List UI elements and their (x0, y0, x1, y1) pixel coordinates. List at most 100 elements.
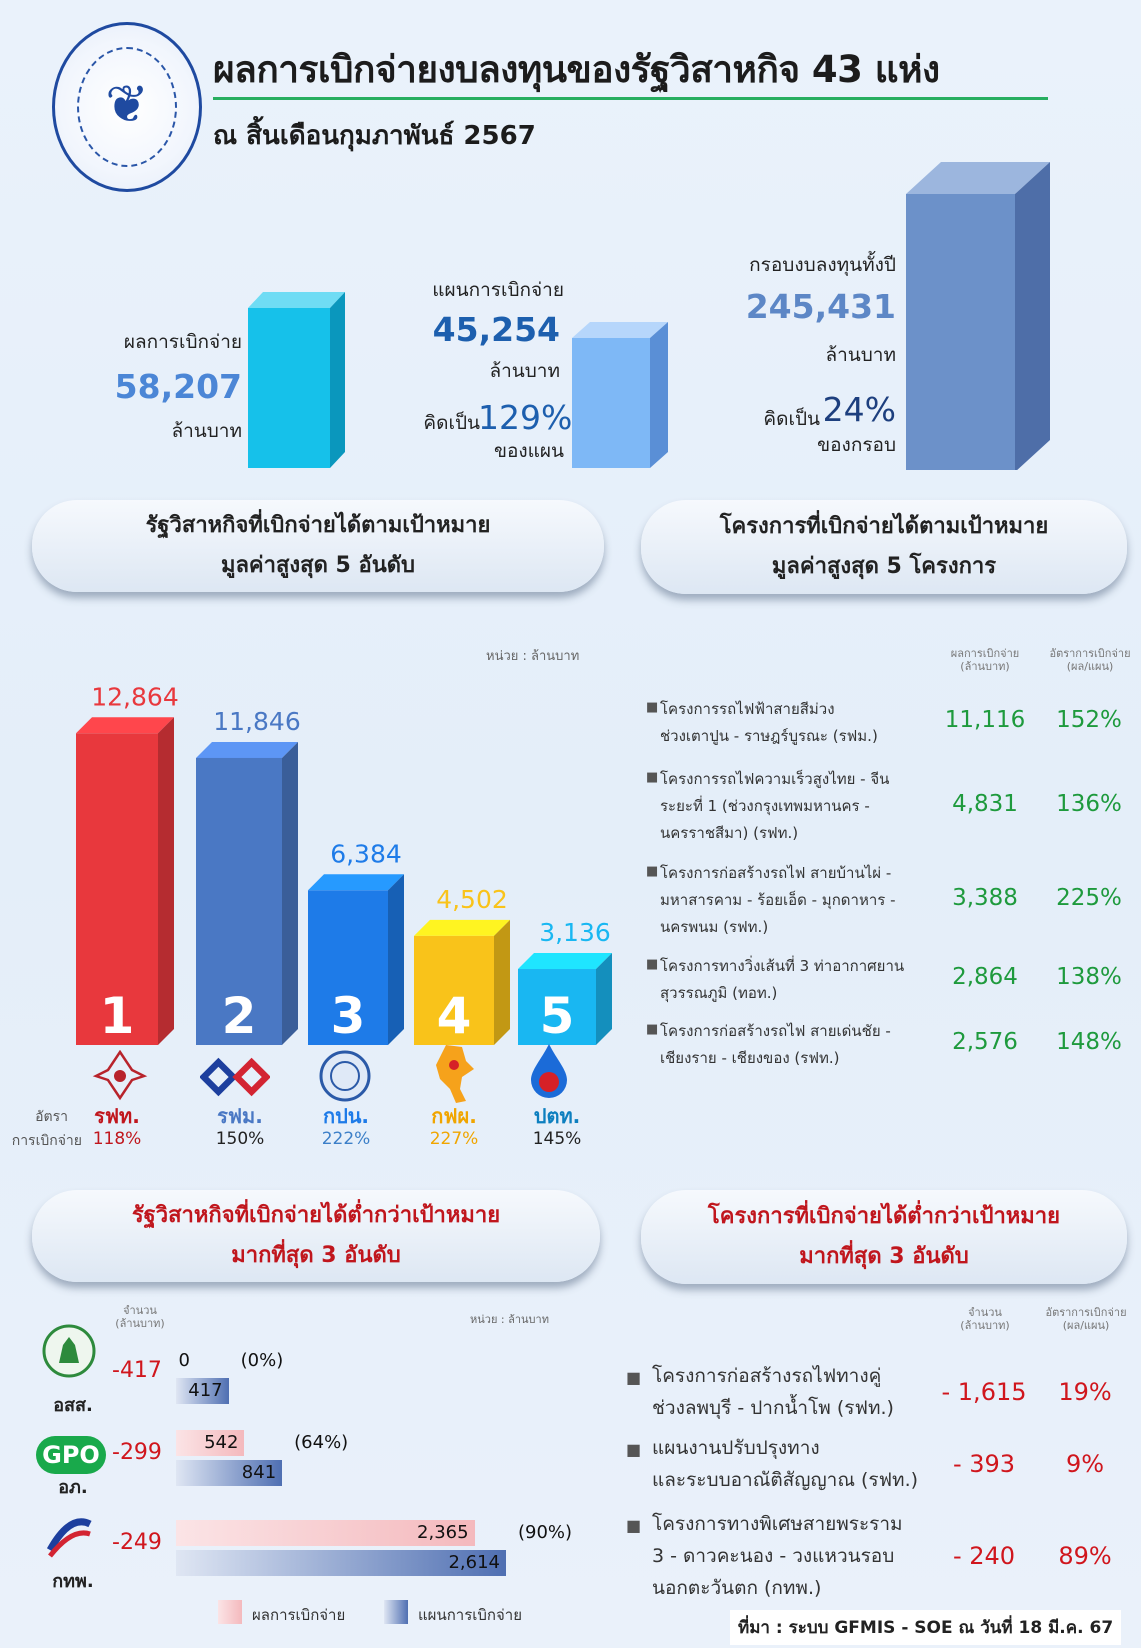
plan-pct-prefix: คิดเป็น (423, 412, 480, 434)
project-name-line: โครงการก่อสร้างรถไฟทางคู่ (652, 1365, 882, 1387)
bullet-icon: ■ (646, 770, 659, 785)
low-ent-diff-1: -417 (112, 1358, 162, 1383)
top-projects-heading: โครงการที่เบิกจ่ายได้ตามเป้าหมาย มูลค่าส… (641, 500, 1127, 594)
bar-rank-label: 1 (100, 987, 135, 1045)
low-ent-pct-3: (90%) (518, 1522, 573, 1543)
low-projects-heading: โครงการที่เบิกจ่ายได้ต่ำกว่าเป้าหมาย มาก… (641, 1190, 1127, 1284)
title-underline (213, 97, 1048, 100)
bar-2: 2 11,846 (196, 707, 301, 1045)
org-rate-5: 145% (532, 1129, 582, 1149)
actual-value: 58,207 (114, 367, 242, 406)
project-name-line: ช่วงลพบุรี - ปากน้ำโพ (รฟท.) (652, 1397, 894, 1419)
bar-1: 1 12,864 (76, 682, 179, 1045)
actual-unit: ล้านบาท (171, 420, 242, 442)
low-projects-col-rate: อัตราการเบิกจ่าย (ผล/แผน) (1045, 1306, 1127, 1332)
rate-label-line1: อัตรา (35, 1109, 68, 1125)
agency-seal-logo: ❦ (52, 22, 202, 192)
top-project-value-4: 2,864 (952, 964, 1018, 990)
low-project-value-2: - 393 (952, 1450, 1016, 1478)
low-ent-actual-bar-2 (176, 1430, 245, 1456)
zoo-org-logo (40, 1322, 98, 1380)
top-projects-heading-line2: มูลค่าสูงสุด 5 โครงการ (771, 554, 997, 579)
bar-rank-label: 3 (331, 987, 366, 1045)
org-rate-2: 150% (215, 1129, 265, 1149)
bullet-icon: ■ (626, 1368, 642, 1387)
low-projects-col-value: จำนวน (ล้านบาท) (960, 1306, 1010, 1332)
low-enterprises-col-header: จำนวน (ล้านบาท) (115, 1304, 165, 1330)
summary-bar-actual (248, 292, 345, 468)
bar-value-label: 6,384 (330, 839, 402, 868)
plan-pct: 129% (478, 398, 573, 437)
egat-logo (430, 1042, 480, 1106)
project-name-line: โครงการก่อสร้างรถไฟ สายเด่นชัย - (660, 1022, 891, 1040)
bar-side-face (388, 874, 404, 1045)
bar-top-face (308, 874, 404, 891)
top-project-rate-1: 152% (1056, 707, 1122, 733)
bar-rank-label: 4 (437, 987, 472, 1045)
org-abbr-2: รฟม. (217, 1104, 263, 1128)
low-ent-diff-2: -299 (112, 1440, 162, 1465)
top-enterprises-heading: รัฐวิสาหกิจที่เบิกจ่ายได้ตามเป้าหมาย มูล… (32, 500, 604, 592)
low-ent-plan-bar-1 (176, 1378, 229, 1404)
low-enterprises-heading-line2: มากที่สุด 3 อันดับ (231, 1243, 401, 1268)
top-enterprises-unit-note: หน่วย : ล้านบาท (486, 649, 580, 664)
mwa-logo (317, 1048, 373, 1104)
page-subtitle: ณ สิ้นเดือนกุมภาพันธ์ 2567 (213, 121, 536, 151)
low-project-rate-1: 19% (1058, 1378, 1112, 1406)
legend-swatch-actual (218, 1600, 242, 1624)
plan-label: แผนการเบิกจ่าย (432, 279, 564, 301)
bar-value-label: 11,846 (213, 707, 300, 736)
project-name-line: แผนงานปรับปรุงทาง (652, 1437, 820, 1459)
exat-logo (46, 1510, 94, 1560)
bar-top-face (76, 717, 174, 734)
bullet-icon: ■ (646, 864, 659, 879)
low-project-value-3: - 240 (952, 1542, 1016, 1570)
page-title: ผลการเบิกจ่ายงบลงทุนของรัฐวิสาหกิจ 43 แห… (213, 48, 940, 91)
top-project-rate-2: 136% (1056, 790, 1122, 817)
project-name-line: โครงการรถไฟความเร็วสูงไทย - จีน (660, 770, 890, 788)
project-name-line: โครงการก่อสร้างรถไฟ สายบ้านไผ่ - (660, 864, 892, 882)
project-name-line: เชียงราย - เชียงของ (รฟท.) (660, 1049, 840, 1067)
bullet-icon: ■ (626, 1516, 642, 1535)
top-projects-heading-line1: โครงการที่เบิกจ่ายได้ตามเป้าหมาย (719, 514, 1049, 539)
top-project-name-1: โครงการรถไฟฟ้าสายสีม่วง ช่วงเตาปูน - ราษฎ… (660, 696, 930, 750)
bar-side-face (282, 741, 298, 1045)
org-abbr-3: กปน. (322, 1104, 370, 1128)
low-project-name-1: โครงการก่อสร้างรถไฟทางคู่ช่วงลพบุรี - ปา… (652, 1360, 922, 1424)
top-enterprises-heading-line2: มูลค่าสูงสุด 5 อันดับ (220, 553, 416, 578)
low-enterprises-unit-note: หน่วย : ล้านบาท (470, 1313, 549, 1326)
bar-top-face (196, 741, 298, 758)
project-name-line: 3 - ดาวคะนอง - วงแหวนรอบ (652, 1545, 895, 1567)
bullet-icon: ■ (646, 957, 659, 972)
project-name-line: และระบบอาณัติสัญญาณ (รฟท.) (652, 1469, 919, 1491)
legend-label-actual: ผลการเบิกจ่าย (252, 1606, 346, 1624)
budget-pct-prefix: คิดเป็น (763, 408, 820, 430)
seal-ring (77, 47, 177, 167)
low-ent-plan-label-3: 2,614 (448, 1552, 500, 1573)
gpo-logo: GPO (36, 1436, 106, 1474)
project-name-line: ระยะที่ 1 (ช่วงกรุงเทพมหานคร - (660, 797, 870, 815)
summary-bar-budget (906, 162, 1050, 470)
rate-label-line2: การเบิกจ่าย (11, 1133, 82, 1149)
bar-rank-label: 2 (222, 987, 257, 1045)
project-name-line: นอกตะวันตก (กทพ.) (652, 1577, 822, 1599)
top-project-rate-5: 148% (1056, 1029, 1122, 1055)
low-project-value-1: - 1,615 (941, 1378, 1027, 1406)
plan-unit: ล้านบาท (489, 360, 560, 382)
project-name-line: โครงการทางพิเศษสายพระราม (652, 1513, 903, 1535)
project-name-line: โครงการรถไฟฟ้าสายสีม่วง (660, 700, 835, 718)
top5-enterprises-chart: 1 12,864 2 11,846 3 6,384 4 4,502 5 3,136 (76, 682, 612, 1045)
mrta-logo (200, 1055, 270, 1099)
top-project-rate-3: 225% (1056, 884, 1122, 911)
actual-label: ผลการเบิกจ่าย (123, 331, 242, 353)
top-project-name-4: โครงการทางวิ่งเส้นที่ 3 ท่าอากาศยาน สุวรร… (660, 953, 930, 1007)
bullet-icon: ■ (646, 1022, 659, 1037)
bar-front-face (414, 935, 494, 1045)
bar-rank-label: 5 (540, 987, 575, 1045)
bar-side-face (596, 953, 612, 1045)
low-project-rate-3: 89% (1058, 1542, 1112, 1570)
bullet-icon: ■ (646, 700, 659, 715)
bar-side-face (494, 919, 510, 1045)
org-rate-3: 222% (321, 1129, 371, 1149)
project-name-line: สุวรรณภูมิ (ทอท.) (660, 984, 778, 1002)
